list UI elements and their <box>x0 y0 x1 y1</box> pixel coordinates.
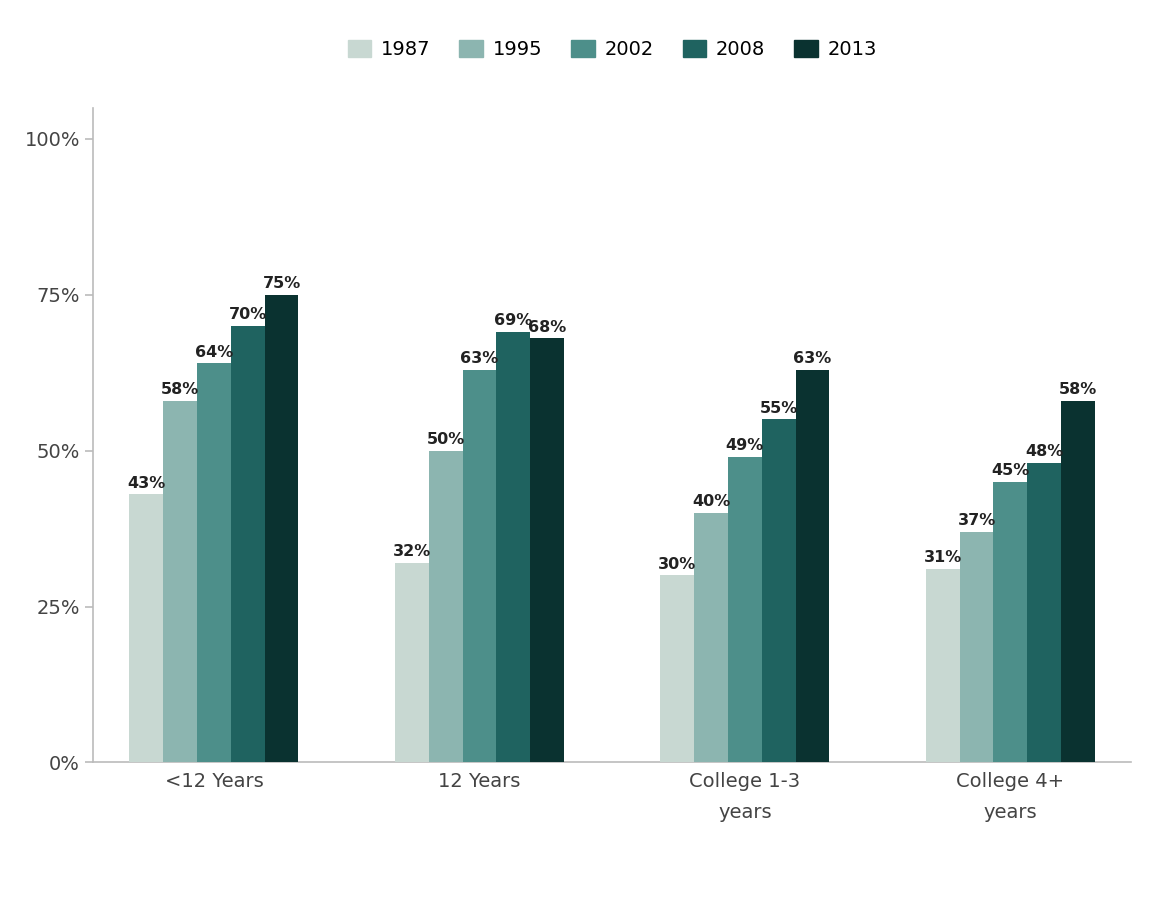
Bar <box>960 532 993 762</box>
Text: 68%: 68% <box>528 319 567 335</box>
Bar <box>463 370 497 762</box>
Bar <box>163 401 197 762</box>
Text: 58%: 58% <box>1059 382 1097 397</box>
Legend: 1987, 1995, 2002, 2008, 2013: 1987, 1995, 2002, 2008, 2013 <box>340 32 884 67</box>
Text: 69%: 69% <box>494 313 533 328</box>
Text: 64%: 64% <box>195 344 233 360</box>
Bar <box>531 338 564 762</box>
Text: 63%: 63% <box>461 351 499 366</box>
Bar <box>197 363 231 762</box>
Bar <box>429 450 463 762</box>
Bar <box>497 332 531 762</box>
Bar <box>129 494 163 762</box>
Text: 37%: 37% <box>957 513 996 528</box>
Bar <box>795 370 829 762</box>
Bar <box>694 513 728 762</box>
Text: 30%: 30% <box>658 557 696 571</box>
Text: 48%: 48% <box>1025 444 1063 459</box>
Text: 63%: 63% <box>793 351 831 366</box>
Bar <box>1027 463 1061 762</box>
Text: 40%: 40% <box>691 494 730 509</box>
Text: 45%: 45% <box>991 463 1030 478</box>
Bar <box>395 563 429 762</box>
Text: 70%: 70% <box>229 307 267 322</box>
Bar <box>1061 401 1095 762</box>
Bar <box>660 575 694 762</box>
Text: 75%: 75% <box>262 276 301 291</box>
Bar <box>926 569 960 762</box>
Bar <box>993 482 1027 762</box>
Bar <box>728 457 761 762</box>
Bar <box>761 420 795 762</box>
Bar <box>265 295 298 762</box>
Bar <box>231 326 265 762</box>
Text: 32%: 32% <box>393 544 431 559</box>
Text: 43%: 43% <box>127 475 166 491</box>
Text: 55%: 55% <box>759 401 798 415</box>
Text: 58%: 58% <box>161 382 199 397</box>
Text: 31%: 31% <box>923 551 962 565</box>
Text: 50%: 50% <box>427 431 465 447</box>
Text: 49%: 49% <box>725 438 764 453</box>
